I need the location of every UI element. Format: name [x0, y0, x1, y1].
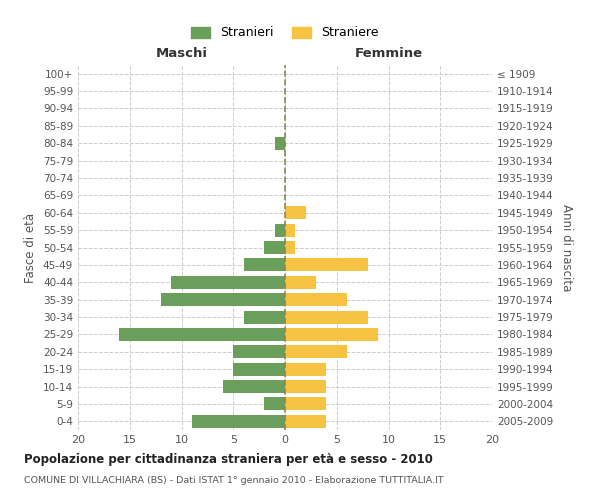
- Bar: [285, 398, 326, 410]
- Bar: [233, 362, 285, 376]
- Bar: [119, 328, 285, 341]
- Bar: [265, 241, 285, 254]
- Bar: [223, 380, 285, 393]
- Bar: [285, 276, 316, 289]
- Bar: [192, 415, 285, 428]
- Bar: [265, 398, 285, 410]
- Bar: [285, 310, 368, 324]
- Bar: [285, 224, 295, 236]
- Bar: [285, 258, 368, 272]
- Text: Maschi: Maschi: [155, 47, 208, 60]
- Bar: [285, 362, 326, 376]
- Text: Popolazione per cittadinanza straniera per età e sesso - 2010: Popolazione per cittadinanza straniera p…: [24, 452, 433, 466]
- Y-axis label: Fasce di età: Fasce di età: [25, 212, 37, 282]
- Bar: [171, 276, 285, 289]
- Bar: [285, 346, 347, 358]
- Bar: [275, 136, 285, 149]
- Text: Femmine: Femmine: [355, 47, 422, 60]
- Y-axis label: Anni di nascita: Anni di nascita: [560, 204, 573, 291]
- Bar: [285, 241, 295, 254]
- Bar: [285, 328, 378, 341]
- Bar: [244, 258, 285, 272]
- Text: COMUNE DI VILLACHIARA (BS) - Dati ISTAT 1° gennaio 2010 - Elaborazione TUTTITALI: COMUNE DI VILLACHIARA (BS) - Dati ISTAT …: [24, 476, 443, 485]
- Legend: Stranieri, Straniere: Stranieri, Straniere: [185, 20, 385, 46]
- Bar: [233, 346, 285, 358]
- Bar: [285, 206, 306, 220]
- Bar: [285, 293, 347, 306]
- Bar: [285, 415, 326, 428]
- Bar: [244, 310, 285, 324]
- Bar: [161, 293, 285, 306]
- Bar: [285, 380, 326, 393]
- Bar: [275, 224, 285, 236]
